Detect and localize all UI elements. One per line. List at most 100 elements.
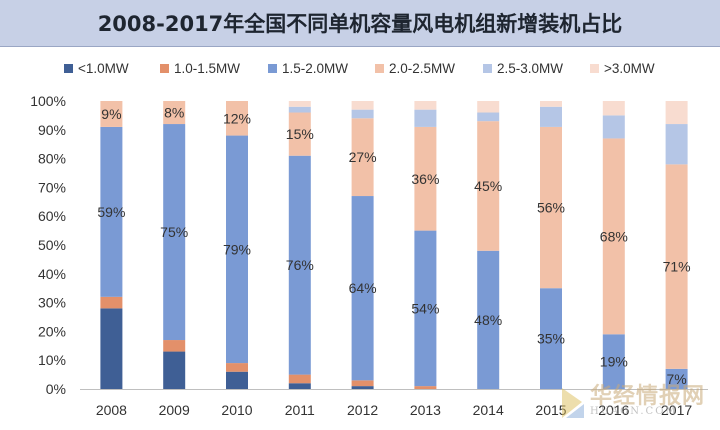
bar-2012-2_5-3_0MW xyxy=(351,109,374,119)
bar-2016-2_0-2_5MW xyxy=(602,138,625,335)
y-tick-label: 50% xyxy=(38,237,66,253)
x-tick-label: 2013 xyxy=(410,402,441,418)
bar-2013-2_0-2_5MW xyxy=(414,126,437,231)
bar-2012-gt-3_0MW xyxy=(351,101,374,110)
bar-2010-2_0-2_5MW xyxy=(226,101,248,136)
y-tick-label: 80% xyxy=(38,151,66,167)
bar-2008-2_0-2_5MW xyxy=(100,101,123,127)
data-label: 59% xyxy=(97,204,125,220)
data-label: 68% xyxy=(600,228,628,244)
x-tick-label: 2009 xyxy=(159,402,190,418)
bar-2017-2_5-3_0MW xyxy=(665,124,688,165)
data-label: 7% xyxy=(666,371,686,387)
bar-2016-2_5-3_0MW xyxy=(602,115,625,139)
legend-label: >3.0MW xyxy=(604,61,655,76)
bar-2010-lt-1_0MW xyxy=(226,371,248,389)
x-tick-label: 2014 xyxy=(473,402,504,418)
legend-label: <1.0MW xyxy=(78,61,129,76)
bar-2014-1_5-2_0MW xyxy=(477,250,500,389)
x-tick-label: 2011 xyxy=(285,402,315,418)
data-label: 56% xyxy=(537,200,565,216)
bar-2011-2_5-3_0MW xyxy=(288,106,311,113)
legend-swatch-gt-3_0MW xyxy=(590,64,599,73)
bar-2015-2_0-2_5MW xyxy=(540,126,562,289)
y-tick-label: 20% xyxy=(38,323,66,339)
legend-swatch-2_5-3_0MW xyxy=(483,64,492,73)
legend-label: 1.5-2.0MW xyxy=(282,61,348,76)
data-label: 19% xyxy=(600,354,628,370)
bar-2009-1_0-1_5MW xyxy=(163,340,186,352)
bar-2015-gt-3_0MW xyxy=(540,101,562,107)
bar-2014-2_5-3_0MW xyxy=(477,112,500,122)
bar-2008-1_5-2_0MW xyxy=(100,126,123,297)
bar-2010-1_5-2_0MW xyxy=(226,135,248,364)
bar-2014-gt-3_0MW xyxy=(477,101,500,113)
data-label: 71% xyxy=(663,259,691,275)
bar-2016-1_5-2_0MW xyxy=(602,334,625,389)
data-label: 35% xyxy=(537,331,565,347)
data-label: 15% xyxy=(286,126,314,142)
y-tick-label: 10% xyxy=(38,352,66,368)
x-tick-label: 2017 xyxy=(661,402,692,418)
data-label: 27% xyxy=(349,149,377,165)
bar-2017-gt-3_0MW xyxy=(665,101,688,125)
legend-swatch-1_5-2_0MW xyxy=(268,64,277,73)
bar-2015-2_5-3_0MW xyxy=(540,106,562,127)
legend-label: 2.5-3.0MW xyxy=(497,61,563,76)
y-tick-label: 100% xyxy=(30,93,66,109)
watermark-brand: 华经情报网 xyxy=(590,384,706,409)
chart-title: 2008-2017年全国不同单机容量风电机组新增装机占比 xyxy=(0,0,720,47)
x-tick-label: 2010 xyxy=(221,402,252,418)
data-label: 48% xyxy=(474,312,502,328)
legend-swatch-lt-1_0MW xyxy=(64,64,73,73)
legend-label: 1.0-1.5MW xyxy=(174,61,240,76)
x-tick-label: 2016 xyxy=(598,402,629,418)
legend-swatch-1_0-1_5MW xyxy=(160,64,169,73)
bar-2013-gt-3_0MW xyxy=(414,101,437,110)
bar-2015-1_5-2_0MW xyxy=(540,288,562,389)
x-tick-label: 2008 xyxy=(96,402,127,418)
bar-2012-2_0-2_5MW xyxy=(351,118,374,197)
bar-2013-2_5-3_0MW xyxy=(414,109,437,127)
bar-2013-1_0-1_5MW xyxy=(414,386,437,389)
legend-swatch-2_0-2_5MW xyxy=(375,64,384,73)
bar-2017-2_0-2_5MW xyxy=(665,164,688,369)
data-label: 75% xyxy=(160,224,188,240)
watermark: 华经情报网 HUAON.COM xyxy=(560,378,720,430)
y-tick-label: 70% xyxy=(38,179,66,195)
bar-2016-gt-3_0MW xyxy=(602,101,625,116)
y-tick-label: 90% xyxy=(38,122,66,138)
data-label: 79% xyxy=(223,241,251,257)
bar-2017-1_5-2_0MW xyxy=(665,368,688,389)
data-label: 12% xyxy=(223,110,251,126)
data-label: 76% xyxy=(286,257,314,273)
legend-label: 2.0-2.5MW xyxy=(389,61,455,76)
bar-2011-1_5-2_0MW xyxy=(288,155,311,375)
data-label: 54% xyxy=(411,300,439,316)
y-tick-label: 60% xyxy=(38,208,66,224)
bar-2010-1_0-1_5MW xyxy=(226,363,248,372)
bar-2011-gt-3_0MW xyxy=(288,101,311,107)
bar-2008-lt-1_0MW xyxy=(100,308,123,389)
x-tick-label: 2012 xyxy=(347,402,378,418)
bar-2012-lt-1_0MW xyxy=(351,386,374,389)
data-label: 8% xyxy=(164,105,184,121)
data-label: 9% xyxy=(101,106,121,122)
bar-2012-1_0-1_5MW xyxy=(351,380,374,387)
bar-2008-1_0-1_5MW xyxy=(100,296,123,309)
bar-2012-1_5-2_0MW xyxy=(351,196,374,381)
bar-2009-1_5-2_0MW xyxy=(163,124,186,341)
y-tick-label: 0% xyxy=(46,381,66,397)
bar-2013-1_5-2_0MW xyxy=(414,230,437,387)
watermark-sub: HUAON.COM xyxy=(590,406,678,417)
bar-2009-2_0-2_5MW xyxy=(163,101,186,125)
bar-2011-2_0-2_5MW xyxy=(288,112,311,156)
bar-2011-lt-1_0MW xyxy=(288,383,311,389)
x-tick-label: 2015 xyxy=(535,402,566,418)
data-label: 36% xyxy=(411,171,439,187)
bar-2014-2_0-2_5MW xyxy=(477,121,500,251)
y-tick-label: 40% xyxy=(38,266,66,282)
bar-2011-1_0-1_5MW xyxy=(288,374,311,384)
y-tick-label: 30% xyxy=(38,295,66,311)
